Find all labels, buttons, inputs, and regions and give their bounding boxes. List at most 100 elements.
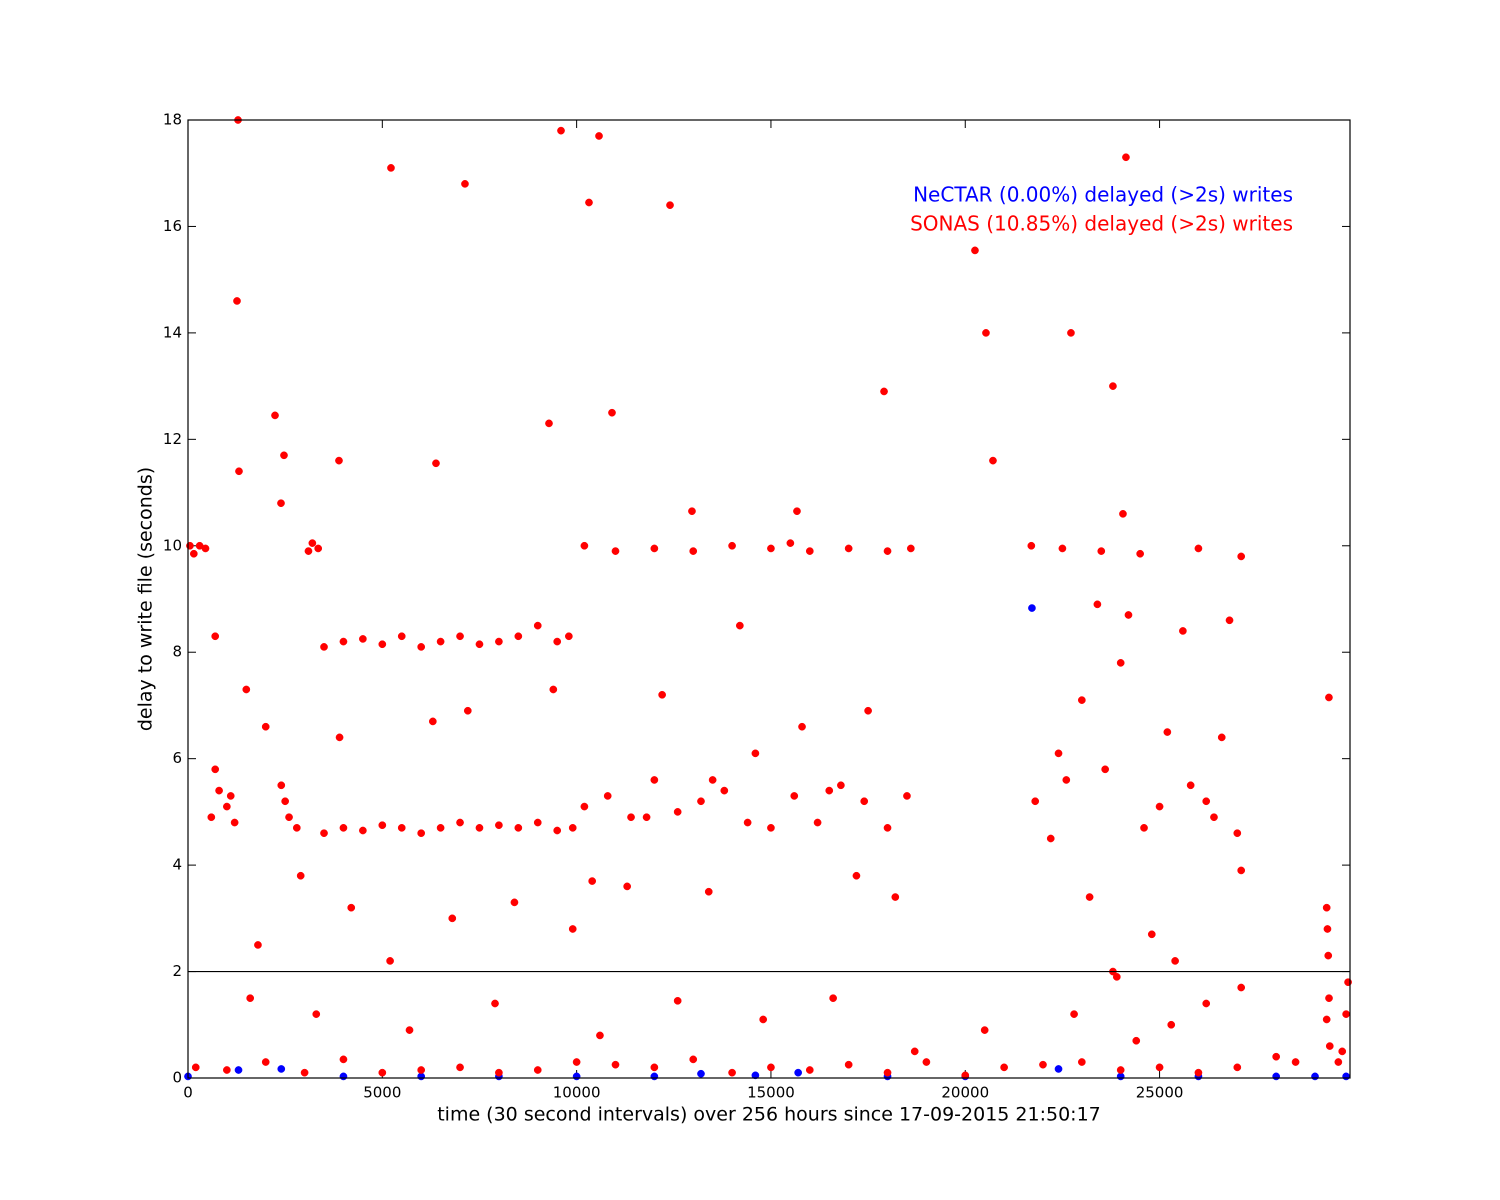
point xyxy=(495,1068,503,1077)
point xyxy=(860,797,869,806)
point xyxy=(883,1068,892,1077)
point xyxy=(1194,544,1203,553)
point xyxy=(1031,797,1040,806)
point xyxy=(233,297,241,305)
point xyxy=(1342,1072,1350,1081)
point xyxy=(277,499,285,508)
point xyxy=(1325,994,1333,1003)
point xyxy=(906,544,915,553)
point xyxy=(557,126,565,135)
point xyxy=(697,1069,705,1078)
point xyxy=(743,818,752,827)
point xyxy=(1324,951,1333,960)
point xyxy=(242,685,251,694)
point xyxy=(211,632,220,641)
point xyxy=(689,547,698,555)
point xyxy=(650,776,659,784)
point xyxy=(611,547,620,555)
point xyxy=(211,765,220,774)
point xyxy=(623,882,632,891)
point xyxy=(378,821,387,830)
point xyxy=(728,541,736,550)
point xyxy=(1101,765,1110,774)
point xyxy=(971,246,979,255)
point xyxy=(790,792,799,800)
x-tick-label: 25000 xyxy=(1136,1084,1184,1102)
point xyxy=(585,198,593,207)
point xyxy=(281,797,290,806)
point xyxy=(829,994,837,1003)
point xyxy=(405,1026,414,1034)
point xyxy=(1054,1065,1063,1073)
point xyxy=(1112,973,1121,981)
point xyxy=(596,1031,604,1040)
point xyxy=(794,1068,802,1077)
point xyxy=(1116,1072,1125,1081)
point xyxy=(608,408,616,417)
point xyxy=(1325,1042,1334,1050)
point xyxy=(1210,813,1218,822)
point xyxy=(339,1072,348,1081)
point xyxy=(673,808,682,816)
point xyxy=(1039,1060,1047,1069)
point xyxy=(565,632,573,641)
point xyxy=(588,877,597,885)
point xyxy=(1046,834,1055,843)
point xyxy=(1132,1036,1141,1045)
point xyxy=(553,637,562,646)
point xyxy=(1272,1052,1281,1061)
point xyxy=(658,690,666,699)
point xyxy=(751,749,760,758)
point xyxy=(1322,1015,1331,1024)
point xyxy=(207,813,216,822)
point xyxy=(1027,541,1036,550)
point xyxy=(1062,776,1071,784)
point xyxy=(1225,616,1234,625)
legend-text: SONAS (10.85%) delayed (>2s) writes xyxy=(910,212,1293,236)
point xyxy=(1179,627,1187,635)
x-tick-label: 10000 xyxy=(553,1084,601,1102)
point xyxy=(704,887,713,896)
point xyxy=(417,643,426,651)
point xyxy=(359,826,367,835)
point xyxy=(767,824,775,832)
point xyxy=(234,1066,243,1074)
point xyxy=(201,544,210,553)
point xyxy=(1171,957,1179,965)
point xyxy=(728,1068,736,1077)
point xyxy=(961,1071,970,1080)
plot-frame xyxy=(187,119,1351,1079)
point xyxy=(378,640,387,649)
point xyxy=(568,824,577,832)
point xyxy=(191,1063,200,1072)
point xyxy=(611,1060,620,1069)
point xyxy=(223,1066,231,1074)
point xyxy=(1338,1047,1347,1056)
point xyxy=(852,871,861,880)
point xyxy=(296,871,305,880)
point xyxy=(514,824,523,832)
point xyxy=(883,547,892,555)
point xyxy=(572,1058,581,1066)
point xyxy=(456,818,464,827)
point xyxy=(1237,983,1246,992)
point xyxy=(1093,600,1102,609)
point xyxy=(533,621,542,630)
point xyxy=(292,824,301,832)
point xyxy=(1119,509,1127,518)
point xyxy=(254,941,262,949)
y-tick-label: 4 xyxy=(172,856,182,874)
point xyxy=(1155,1063,1164,1072)
point xyxy=(475,824,484,832)
point xyxy=(844,544,853,553)
point xyxy=(1163,728,1172,736)
point xyxy=(736,621,744,630)
point xyxy=(1077,1058,1086,1066)
point xyxy=(335,733,344,742)
point xyxy=(989,456,997,465)
point xyxy=(708,776,717,784)
point xyxy=(1202,797,1211,806)
point xyxy=(786,539,795,547)
point xyxy=(246,994,255,1003)
